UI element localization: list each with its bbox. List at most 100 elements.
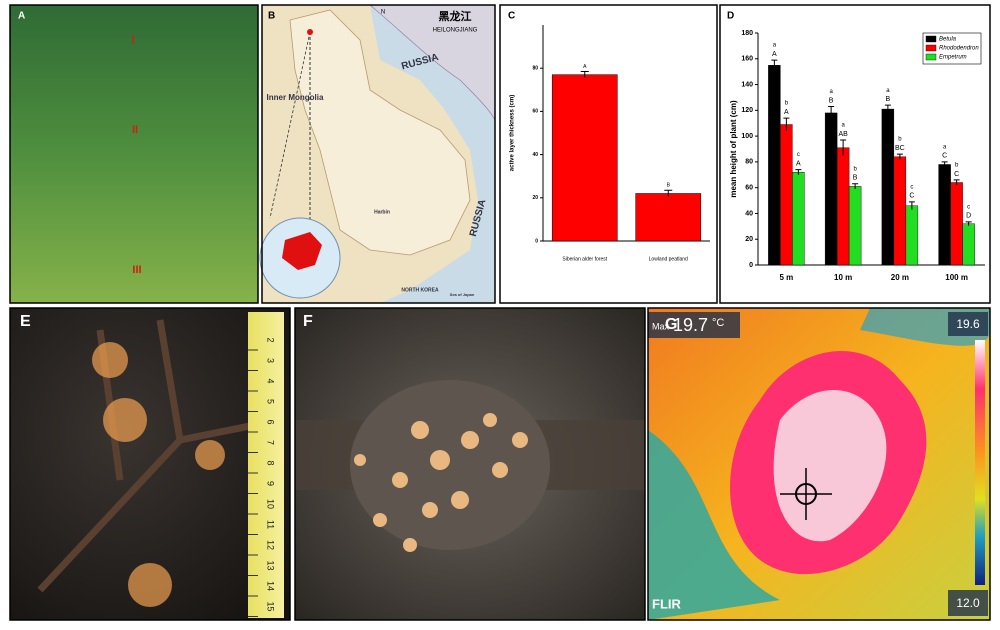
- group-letter: C: [909, 193, 914, 200]
- group-letter: A: [796, 160, 801, 167]
- y-axis-label: active layer thickness (cm): [510, 95, 516, 171]
- color-scale: [975, 340, 985, 585]
- legend-swatch: [925, 35, 937, 43]
- ruler-number: 3: [266, 358, 276, 363]
- x-tick-label: 100 m: [945, 273, 968, 282]
- bar: [962, 223, 975, 266]
- group-letter: C: [942, 153, 947, 160]
- y-tick-label: 60: [745, 185, 753, 192]
- china-inset: [282, 232, 322, 270]
- group-letter: a: [829, 89, 833, 95]
- readout-label: Max: [652, 321, 670, 331]
- x-tick-label: Siberian alder forest: [562, 256, 607, 262]
- readout-box: [948, 590, 988, 616]
- site-marker-label: III: [132, 264, 141, 276]
- panel-label: F: [303, 313, 313, 330]
- group-letter: AB: [838, 131, 848, 138]
- group-letter: b: [853, 166, 857, 172]
- y-tick-label: 40: [745, 210, 753, 217]
- place-label: Inner Mongolia: [267, 93, 324, 102]
- russia-region: [369, 4, 496, 121]
- y-axis-label: mean height of plant (cm): [729, 100, 738, 198]
- significance-letter: A: [583, 64, 587, 70]
- panel-label: B: [268, 11, 275, 22]
- x-tick-label: Lowland peatland: [649, 256, 688, 262]
- scale-min: 12.0: [956, 596, 980, 610]
- y-tick-label: 120: [741, 107, 753, 114]
- group-letter: a: [886, 88, 890, 94]
- error-bar: [828, 105, 835, 120]
- panel-label: C: [508, 11, 515, 22]
- error-bar: [852, 183, 859, 189]
- nodules: [92, 342, 225, 607]
- group-letter: b: [955, 163, 959, 169]
- y-tick-label: 40: [532, 152, 538, 158]
- callout-line: [269, 31, 311, 219]
- group-letter: A: [772, 51, 777, 58]
- readout-unit: °C: [712, 317, 724, 329]
- y-tick-label: 20: [532, 195, 538, 201]
- ruler-number: 7: [266, 440, 276, 445]
- ruler-number: 8: [266, 460, 276, 465]
- group-letter: a: [943, 144, 947, 150]
- panel-label: E: [20, 313, 31, 330]
- site-marker-label: I: [131, 34, 134, 46]
- ruler: [248, 312, 284, 618]
- y-tick-label: 80: [745, 159, 753, 166]
- readout-box: [948, 312, 988, 336]
- bar: [848, 186, 862, 266]
- y-tick-label: 80: [532, 66, 538, 72]
- y-tick-label: 60: [532, 109, 538, 115]
- y-tick-label: 160: [741, 56, 753, 63]
- ruler-number: 14: [266, 581, 276, 591]
- ruler-number: 2: [266, 337, 276, 342]
- heilongjiang-region: [289, 9, 471, 256]
- error-bar: [953, 179, 960, 186]
- group-letter: b: [785, 101, 789, 107]
- group-letter: a: [841, 123, 845, 129]
- group-letter: B: [886, 96, 891, 103]
- ruler-number: 9: [266, 481, 276, 486]
- scale-max: 19.6: [956, 317, 980, 331]
- bar: [938, 164, 951, 266]
- nodules: [354, 413, 528, 552]
- map-subtitle: HEILONGJIANG: [433, 28, 478, 34]
- bar: [824, 112, 838, 266]
- ruler-number: 11: [266, 520, 276, 529]
- bar: [836, 147, 850, 266]
- bar: [893, 156, 907, 266]
- error-bar: [795, 169, 802, 175]
- ruler-number: 10: [266, 499, 276, 509]
- bar: [768, 65, 781, 266]
- cool-zone: [648, 430, 780, 620]
- ruler-number: 5: [266, 399, 276, 404]
- x-tick-label: 20 m: [891, 273, 909, 282]
- bar: [950, 182, 963, 266]
- site-marker-label: II: [132, 124, 138, 136]
- crosshair: [780, 468, 832, 520]
- error-bar: [771, 59, 778, 71]
- bar: [905, 205, 919, 266]
- significance-letter: B: [667, 183, 671, 189]
- y-tick-label: 180: [741, 30, 753, 37]
- map-title: 黑龙江: [439, 9, 472, 23]
- readout-value: 19.7: [673, 315, 708, 335]
- forest-photo: [10, 5, 258, 303]
- y-tick-label: 20: [745, 236, 753, 243]
- panel-label: D: [727, 11, 734, 22]
- ruler-number: 12: [266, 540, 276, 550]
- error-bar: [840, 139, 847, 156]
- bar: [551, 74, 618, 242]
- error-bar: [884, 104, 891, 113]
- group-letter: c: [967, 204, 970, 210]
- brand-logo: FLIR: [652, 596, 681, 611]
- bar: [881, 108, 895, 266]
- panel-label: A: [18, 11, 25, 22]
- error-bar: [664, 189, 673, 197]
- y-tick-label: 140: [741, 81, 753, 88]
- legend-swatch: [925, 53, 937, 61]
- error-bar: [580, 70, 589, 78]
- place-label: Harbin: [374, 209, 390, 215]
- legend-label: Betula: [939, 37, 957, 43]
